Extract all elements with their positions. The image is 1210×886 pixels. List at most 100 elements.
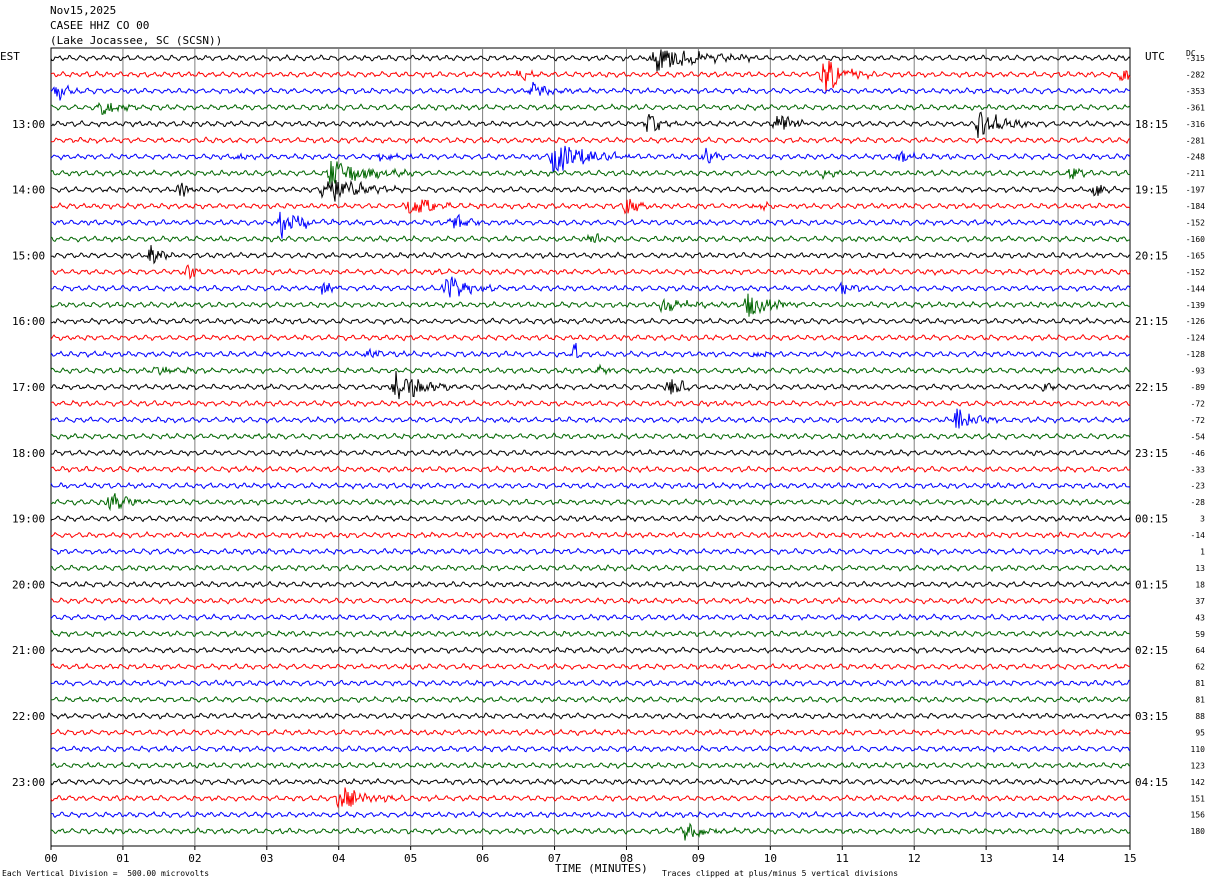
x-tick-label: 10: [764, 852, 777, 865]
dc-offset-label: -124: [1186, 334, 1205, 343]
seismic-trace: [50, 493, 1131, 512]
dc-offset-label: -46: [1191, 449, 1206, 458]
right-hour-label: 03:15: [1135, 710, 1168, 723]
right-hour-label: 04:15: [1135, 776, 1168, 789]
seismic-trace: [50, 810, 1131, 819]
dc-offset-label: -315: [1186, 54, 1205, 63]
dc-offset-label: 110: [1191, 745, 1206, 754]
left-hour-label: 15:00: [12, 249, 45, 262]
seismic-trace: [50, 136, 1131, 145]
seismic-trace: [50, 629, 1131, 638]
seismic-trace: [50, 49, 1131, 72]
seismic-trace: [50, 160, 1131, 185]
dc-offset-label: -353: [1186, 87, 1205, 96]
seismic-trace: [50, 465, 1131, 474]
seismic-trace: [50, 613, 1131, 622]
dc-offset-label: 43: [1195, 613, 1205, 622]
seismic-trace: [50, 333, 1131, 342]
seismic-trace: [50, 370, 1131, 400]
right-hour-label: 23:15: [1135, 447, 1168, 460]
dc-offset-label: 95: [1195, 728, 1205, 737]
seismic-trace: [50, 822, 1131, 841]
x-tick-label: 04: [332, 852, 346, 865]
dc-offset-label: -248: [1186, 153, 1205, 162]
seismic-trace: [50, 179, 1131, 202]
dc-offset-label: 156: [1191, 811, 1206, 820]
seismic-trace: [50, 233, 1131, 244]
seismic-trace: [50, 728, 1131, 737]
dc-offset-label: -128: [1186, 350, 1205, 359]
seismic-trace: [50, 342, 1130, 359]
plot-date: Nov15,2025: [50, 4, 117, 17]
dc-offset-label: 37: [1195, 597, 1205, 606]
dc-offset-label: 64: [1195, 646, 1205, 655]
vertical-division-note: Each Vertical Division = 500.00 microvol…: [2, 869, 210, 878]
seismic-trace: [50, 777, 1131, 786]
x-axis-title: TIME (MINUTES): [555, 862, 648, 875]
x-tick-label: 12: [908, 852, 921, 865]
x-tick-label: 05: [404, 852, 417, 865]
seismic-trace: [50, 198, 1131, 215]
seismic-trace: [50, 363, 1131, 376]
dc-offset-label: 123: [1191, 761, 1206, 770]
right-hour-label: 20:15: [1135, 249, 1168, 262]
dc-offset-label: -23: [1191, 482, 1206, 491]
dc-offset-label: -316: [1186, 120, 1205, 129]
x-tick-label: 08: [620, 852, 633, 865]
seismic-trace: [50, 293, 1131, 317]
dc-offset-label: -28: [1191, 498, 1206, 507]
left-hour-label: 19:00: [12, 513, 45, 526]
dc-offset-label: -152: [1186, 219, 1205, 228]
left-hour-label: 14:00: [12, 184, 45, 197]
seismic-trace: [50, 547, 1131, 556]
x-tick-label: 15: [1123, 852, 1136, 865]
x-tick-label: 03: [260, 852, 273, 865]
left-hour-label: 23:00: [12, 776, 45, 789]
dc-offset-label: -93: [1191, 367, 1206, 376]
dc-offset-label: 180: [1191, 827, 1206, 836]
right-hour-label: 21:15: [1135, 315, 1168, 328]
left-hour-label: 21:00: [12, 644, 45, 657]
right-hour-label: 18:15: [1135, 118, 1168, 131]
right-hour-label: 02:15: [1135, 644, 1168, 657]
seismic-trace: [50, 408, 1131, 429]
left-hour-label: 13:00: [12, 118, 45, 131]
dc-offset-label: 142: [1191, 778, 1206, 787]
seismic-trace: [50, 662, 1131, 671]
seismic-trace: [50, 245, 1131, 265]
dc-offset-label: 59: [1195, 630, 1205, 639]
seismic-trace: [50, 514, 1131, 523]
dc-offset-label: 88: [1195, 712, 1205, 721]
seismic-trace: [51, 102, 1131, 115]
seismic-trace: [50, 712, 1131, 720]
seismic-trace: [50, 745, 1131, 753]
seismic-trace: [50, 761, 1131, 770]
seismic-trace: [50, 787, 1131, 809]
seismic-trace: [50, 646, 1131, 655]
seismic-trace: [50, 481, 1131, 490]
dc-offset-label: -72: [1191, 416, 1206, 425]
seismic-trace: [50, 531, 1131, 540]
left-hour-label: 16:00: [12, 315, 45, 328]
left-hour-label: 18:00: [12, 447, 45, 460]
dc-offset-label: -211: [1186, 169, 1205, 178]
x-tick-label: 09: [692, 852, 705, 865]
dc-offset-label: -144: [1186, 284, 1205, 293]
dc-offset-label: 62: [1195, 663, 1205, 672]
x-tick-label: 13: [980, 852, 993, 865]
clip-note: Traces clipped at plus/minus 5 vertical …: [662, 869, 899, 878]
dc-offset-label: -139: [1186, 301, 1205, 310]
dc-offset-label: -165: [1186, 251, 1205, 260]
right-hour-label: 01:15: [1135, 578, 1168, 591]
seismic-trace: [50, 264, 1131, 280]
seismic-trace: [50, 60, 1131, 93]
left-axis-label: EST: [0, 50, 20, 63]
station-location: (Lake Jocassee, SC (SCSN)): [50, 34, 223, 47]
dc-offset-label: 151: [1191, 794, 1206, 803]
seismic-trace: [50, 211, 1131, 239]
dc-offset-label: -281: [1186, 136, 1205, 145]
dc-offset-label: -72: [1191, 399, 1206, 408]
dc-offset-label: -184: [1186, 202, 1205, 211]
dc-label: DC: [1186, 49, 1196, 58]
